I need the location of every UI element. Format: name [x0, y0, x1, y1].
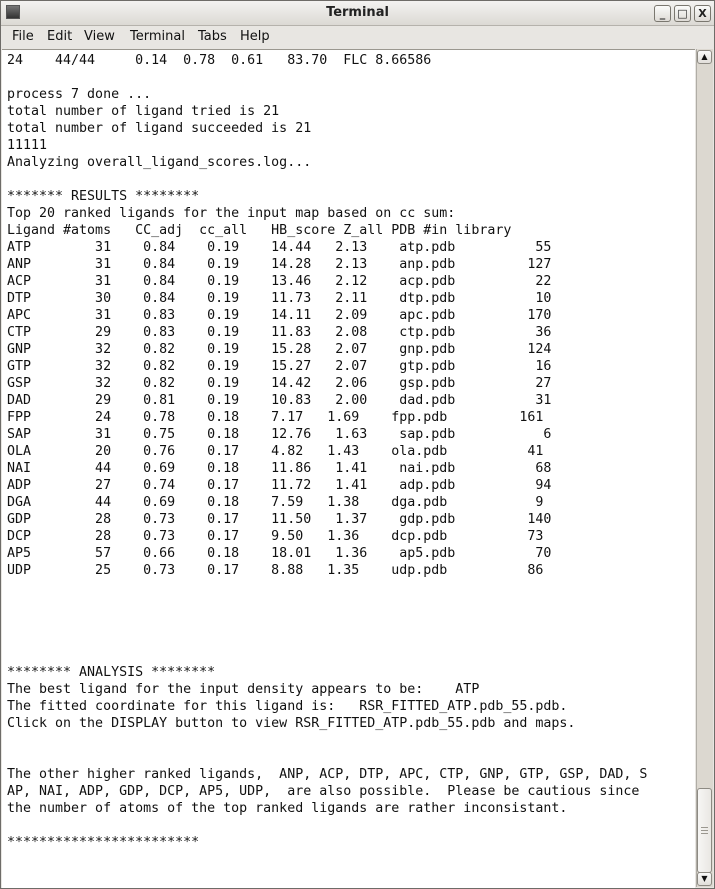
menu-terminal[interactable]: Terminal [130, 29, 185, 44]
terminal-line [7, 630, 647, 647]
grip-line [701, 830, 708, 831]
terminal-line [7, 749, 647, 766]
result-row: ADP 27 0.74 0.17 11.72 1.41 adp.pdb 94 [7, 478, 552, 493]
result-row: ATP 31 0.84 0.19 14.44 2.13 atp.pdb 55 [7, 240, 552, 255]
terminal-line: The best ligand for the input density ap… [7, 682, 480, 697]
maximize-button[interactable]: □ [674, 5, 691, 22]
result-row: SAP 31 0.75 0.18 12.76 1.63 sap.pdb 6 [7, 427, 552, 442]
menu-edit[interactable]: Edit [47, 29, 73, 44]
terminal-output[interactable]: 24 44/44 0.14 0.78 0.61 83.70 FLC 8.6658… [2, 49, 695, 888]
terminal-line: Ligand #atoms CC_adj cc_all HB_score Z_a… [7, 223, 512, 238]
terminal-app-icon[interactable] [6, 5, 20, 19]
terminal-line: Top 20 ranked ligands for the input map … [7, 206, 456, 221]
result-row: CTP 29 0.83 0.19 11.83 2.08 ctp.pdb 36 [7, 325, 552, 340]
vertical-scrollbar[interactable]: ▲ ▼ [696, 49, 713, 887]
terminal-line: Click on the DISPLAY button to view RSR_… [7, 716, 576, 731]
menu-help[interactable]: Help [240, 29, 270, 44]
result-row: AP5 57 0.66 0.18 18.01 1.36 ap5.pdb 70 [7, 546, 552, 561]
terminal-line: 11111 [7, 138, 48, 153]
result-row: APC 31 0.83 0.19 14.11 2.09 apc.pdb 170 [7, 308, 552, 323]
terminal-line: the number of atoms of the top ranked li… [7, 801, 568, 816]
title-bar[interactable]: Terminal _ □ X [1, 1, 714, 26]
result-row: GTP 32 0.82 0.19 15.27 2.07 gtp.pdb 16 [7, 359, 552, 374]
minimize-button[interactable]: _ [654, 5, 671, 22]
arrow-down-icon: ▼ [701, 874, 708, 883]
maximize-icon: □ [677, 7, 688, 20]
terminal-line [7, 171, 647, 188]
result-row: FPP 24 0.78 0.18 7.17 1.69 fpp.pdb 161 [7, 410, 544, 425]
minimize-icon: _ [659, 7, 666, 20]
terminal-line: total number of ligand succeeded is 21 [7, 121, 312, 136]
terminal-line [7, 69, 647, 86]
close-icon: X [698, 7, 707, 20]
result-row: GNP 32 0.82 0.19 15.28 2.07 gnp.pdb 124 [7, 342, 552, 357]
result-row: DGA 44 0.69 0.18 7.59 1.38 dga.pdb 9 [7, 495, 544, 510]
terminal-line: ******* RESULTS ******** [7, 189, 200, 204]
terminal-line: ******** ANALYSIS ******** [7, 665, 216, 680]
window-title: Terminal [326, 5, 389, 20]
terminal-line [7, 817, 647, 834]
close-button[interactable]: X [694, 5, 711, 22]
scroll-down-button[interactable]: ▼ [697, 872, 712, 886]
grip-line [701, 833, 708, 834]
terminal-line: AP, NAI, ADP, GDP, DCP, AP5, UDP, are al… [7, 784, 640, 799]
terminal-line [7, 596, 647, 613]
menu-file[interactable]: File [12, 29, 34, 44]
terminal-line: process 7 done ... [7, 87, 152, 102]
terminal-line: Analyzing overall_ligand_scores.log... [7, 155, 312, 170]
menu-tabs[interactable]: Tabs [198, 29, 227, 44]
terminal-line: The other higher ranked ligands, ANP, AC… [7, 767, 648, 782]
grip-line [701, 827, 708, 828]
menu-bar: File Edit View Terminal Tabs Help [1, 26, 714, 48]
result-row: GDP 28 0.73 0.17 11.50 1.37 gdp.pdb 140 [7, 512, 552, 527]
terminal-line [7, 732, 647, 749]
result-row: NAI 44 0.69 0.18 11.86 1.41 nai.pdb 68 [7, 461, 552, 476]
result-row: UDP 25 0.73 0.17 8.88 1.35 udp.pdb 86 [7, 563, 544, 578]
result-row: OLA 20 0.76 0.17 4.82 1.43 ola.pdb 41 [7, 444, 544, 459]
result-row: DTP 30 0.84 0.19 11.73 2.11 dtp.pdb 10 [7, 291, 552, 306]
terminal-text: 24 44/44 0.14 0.78 0.61 83.70 FLC 8.6658… [7, 52, 647, 851]
terminal-line [7, 613, 647, 630]
menu-view[interactable]: View [84, 29, 115, 44]
result-row: DCP 28 0.73 0.17 9.50 1.36 dcp.pdb 73 [7, 529, 544, 544]
result-row: ANP 31 0.84 0.19 14.28 2.13 anp.pdb 127 [7, 257, 552, 272]
terminal-line: The fitted coordinate for this ligand is… [7, 699, 568, 714]
terminal-line: ************************ [7, 835, 200, 850]
terminal-line: 24 44/44 0.14 0.78 0.61 83.70 FLC 8.6658… [7, 53, 432, 68]
terminal-line [7, 647, 647, 664]
terminal-line [7, 579, 647, 596]
scroll-up-button[interactable]: ▲ [697, 50, 712, 64]
result-row: ACP 31 0.84 0.19 13.46 2.12 acp.pdb 22 [7, 274, 552, 289]
terminal-line: total number of ligand tried is 21 [7, 104, 280, 119]
result-row: GSP 32 0.82 0.19 14.42 2.06 gsp.pdb 27 [7, 376, 552, 391]
result-row: DAD 29 0.81 0.19 10.83 2.00 dad.pdb 31 [7, 393, 552, 408]
scrollbar-thumb[interactable] [697, 788, 712, 873]
arrow-up-icon: ▲ [701, 52, 708, 61]
